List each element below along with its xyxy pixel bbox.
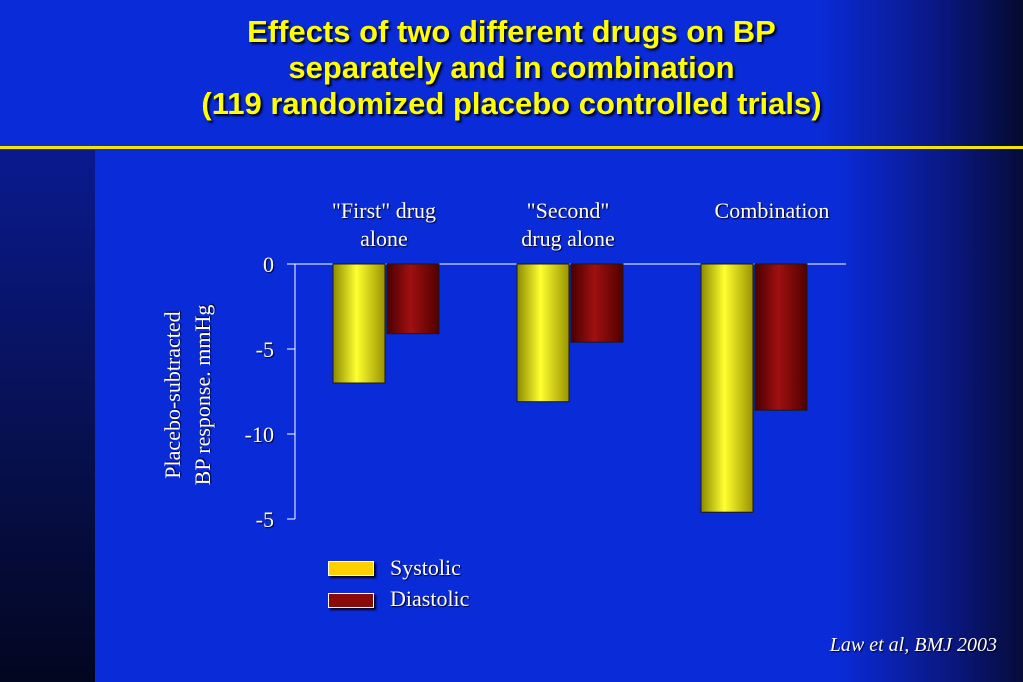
category-label-line: drug alone: [521, 226, 615, 251]
legend-swatch-systolic: [328, 561, 374, 576]
category-label-line: "Second": [526, 198, 610, 223]
category-label-line: "First" drug: [331, 198, 437, 223]
title-underline: [0, 146, 1023, 149]
y-tick-label: -5: [255, 337, 274, 362]
title-line-3: (119 randomized placebo controlled trial…: [201, 86, 822, 121]
bar-systolic: [332, 263, 386, 384]
title-line-1: Effects of two different drugs on BP: [247, 14, 776, 49]
legend-label-systolic: Systolic: [390, 555, 461, 580]
bar-systolic: [516, 263, 570, 403]
category-label-second: "Second" drug alone: [488, 197, 648, 253]
legend-swatch-diastolic: [328, 593, 374, 608]
category-label-line: alone: [360, 226, 408, 251]
legend-label-diastolic: Diastolic: [390, 586, 470, 611]
bar-diastolic: [570, 263, 624, 343]
category-label-first: "First" drug alone: [304, 197, 464, 253]
y-tick-label: -10: [244, 422, 274, 447]
y-tick-label: -5: [255, 507, 274, 532]
bar-diastolic: [754, 263, 808, 411]
category-label-combination: Combination: [682, 197, 862, 225]
category-label-line: Combination: [714, 198, 830, 223]
bar-diastolic: [386, 263, 440, 335]
left-decorative-band: [0, 150, 95, 682]
bar-systolic: [700, 263, 754, 513]
title-line-2: separately and in combination: [288, 50, 735, 85]
y-tick-label: 0: [263, 252, 274, 277]
source-citation: Law et al, BMJ 2003: [829, 634, 997, 656]
title-area: [0, 0, 1023, 148]
slide-title: Effects of two different drugs on BP sep…: [0, 14, 1023, 122]
